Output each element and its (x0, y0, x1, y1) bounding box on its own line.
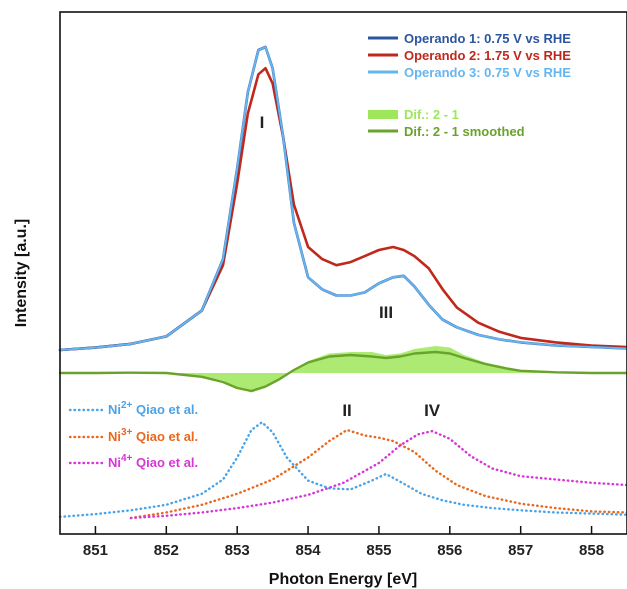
peak-label-i: I (260, 113, 265, 132)
x-tick-label: 852 (154, 542, 179, 559)
peak-label-ii: II (342, 401, 351, 420)
x-axis-title: Photon Energy [eV] (269, 571, 417, 588)
legend-label-dif-2-1-smoothed: Dif.: 2 - 1 smoothed (404, 124, 525, 139)
series-dif-2-1-smoothed-line (58, 350, 627, 393)
series-operando-1-0-75-v-vs-rhe-line (58, 45, 627, 352)
series-dif-2-1-area (60, 346, 627, 393)
x-axis-ticks: 851 852 853 854 855 856 857 858 (83, 526, 604, 559)
x-tick-label: 853 (225, 542, 250, 559)
series-ni3-qiao-et-al-line (129, 428, 627, 520)
series-operando-3-0-75-v-vs-rhe-line (59, 46, 627, 351)
legend-label-operando-2-1-75-v-vs-rhe: Operando 2: 1.75 V vs RHE (404, 48, 571, 63)
legend-label-ni2plus: Ni2+ Qiao et al. (108, 400, 198, 417)
x-tick-label: 854 (296, 542, 322, 559)
legend-bottom: Ni2+ Qiao et al. Ni3+ Qiao et al. Ni4+ Qia… (68, 400, 198, 470)
series-ni4-qiao-et-al-line (129, 429, 627, 520)
y-axis-title: Intensity [a.u.] (13, 219, 30, 327)
x-tick-label: 855 (366, 542, 391, 559)
legend-label-operando-3-0-75-v-vs-rhe: Operando 3: 0.75 V vs RHE (404, 65, 571, 80)
series-ni2-qiao-et-al-line (58, 421, 627, 519)
legend-label-ni4plus: Ni4+ Qiao et al. (108, 453, 198, 470)
legend-swatch-dif (368, 110, 398, 119)
x-tick-label: 858 (579, 542, 604, 559)
series-operando-2-1-75-v-vs-rhe-line (58, 66, 627, 352)
x-tick-label: 856 (437, 542, 462, 559)
legend-label-dif-2-1: Dif.: 2 - 1 (404, 107, 459, 122)
peak-label-iii: III (379, 303, 393, 322)
plot-area (58, 45, 627, 520)
x-tick-label: 857 (508, 542, 533, 559)
legend-label-ni3plus: Ni3+ Qiao et al. (108, 427, 198, 444)
x-tick-label: 851 (83, 542, 108, 559)
plot-frame (59, 11, 627, 535)
legend-label-operando-1-0-75-v-vs-rhe: Operando 1: 0.75 V vs RHE (404, 31, 571, 46)
legend-top: Operando 1: 0.75 V vs RHE Operando 2: 1.7… (368, 31, 571, 139)
peak-label-iv: IV (424, 401, 441, 420)
